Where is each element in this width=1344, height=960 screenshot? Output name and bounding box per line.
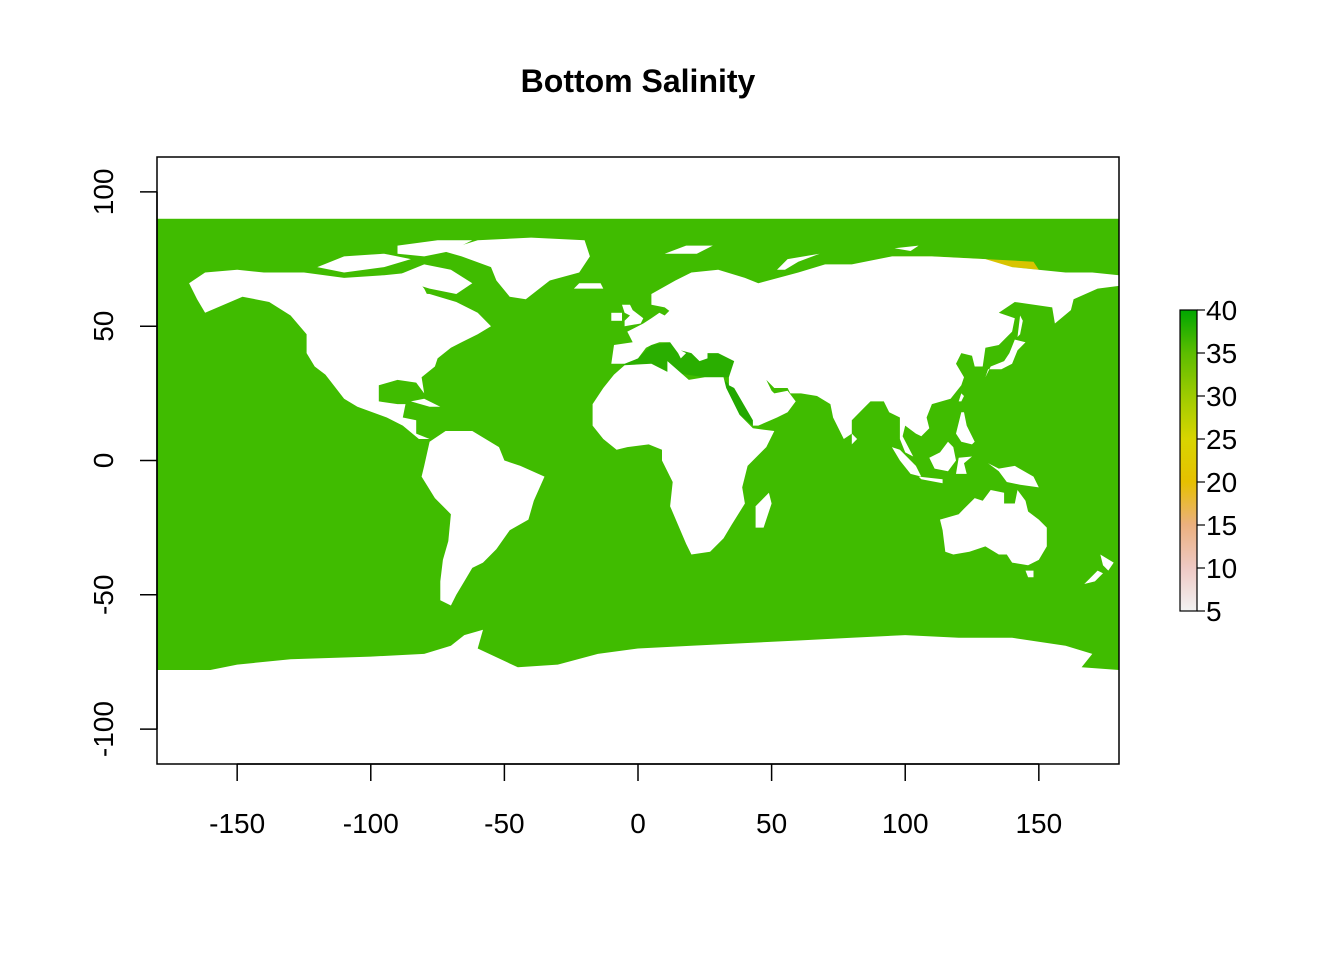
- south-america: [421, 431, 545, 606]
- color-legend: 5 10 15 20 25 30 35 40: [1179, 295, 1237, 627]
- x-tick-label: -50: [484, 808, 524, 839]
- x-axis: -150 -100 -50 0 50 100 150: [209, 763, 1062, 839]
- legend-ticks: 5 10 15 20 25 30 35 40: [1197, 295, 1237, 627]
- tasmania: [1025, 570, 1034, 578]
- sulawesi: [956, 456, 972, 474]
- baffin-island: [397, 264, 473, 294]
- eurasia: [611, 256, 1119, 457]
- legend-colorbar: [1179, 309, 1198, 612]
- x-tick-label: 150: [1015, 808, 1062, 839]
- red-sea: [723, 379, 753, 426]
- sri-lanka: [851, 433, 858, 445]
- new-zealand-south: [1084, 570, 1103, 584]
- legend-tick-label: 10: [1206, 553, 1237, 584]
- philippines: [956, 412, 975, 445]
- y-tick-label: 100: [88, 169, 119, 216]
- chart-title: Bottom Salinity: [521, 63, 756, 99]
- north-america: [189, 269, 491, 439]
- svalbard: [664, 245, 713, 254]
- new-guinea: [988, 463, 1039, 488]
- antarctica: [157, 629, 1119, 703]
- x-tick-label: 0: [630, 808, 646, 839]
- ireland: [611, 312, 622, 321]
- legend-tick-label: 20: [1206, 467, 1237, 498]
- canadian-archipelago-1: [317, 253, 411, 273]
- y-tick-label: -50: [88, 575, 119, 615]
- y-tick-label: 0: [88, 453, 119, 469]
- africa: [592, 361, 775, 555]
- x-tick-label: 50: [756, 808, 787, 839]
- borneo: [929, 441, 956, 472]
- legend-tick-label: 35: [1206, 338, 1237, 369]
- japan: [985, 339, 1026, 378]
- legend-tick-label: 15: [1206, 510, 1237, 541]
- canadian-archipelago-2: [397, 240, 473, 257]
- legend-tick-label: 25: [1206, 424, 1237, 455]
- new-zealand-north: [1100, 554, 1114, 571]
- mediterranean-sea: [622, 342, 735, 378]
- legend-tick-label: 5: [1206, 596, 1222, 627]
- madagascar: [755, 492, 772, 528]
- x-tick-label: -100: [343, 808, 399, 839]
- sakhalin: [1017, 315, 1023, 337]
- y-tick-label: 50: [88, 311, 119, 342]
- y-axis: -100 -50 0 50 100: [88, 169, 158, 757]
- legend-tick-label: 30: [1206, 381, 1237, 412]
- java: [918, 476, 943, 484]
- iceland: [573, 283, 604, 289]
- x-tick-label: 100: [882, 808, 929, 839]
- legend-tick-label: 40: [1206, 295, 1237, 326]
- x-tick-label: -150: [209, 808, 265, 839]
- sumatra: [891, 447, 922, 477]
- severnaya-zemlya: [894, 245, 919, 251]
- y-tick-label: -100: [88, 701, 119, 757]
- novaya-zemlya: [777, 253, 820, 270]
- salinity-raster: [157, 218, 1119, 703]
- australia: [940, 490, 1047, 566]
- cuba: [410, 398, 441, 407]
- great-britain: [622, 304, 644, 327]
- greenland: [442, 237, 590, 300]
- taiwan: [958, 393, 964, 402]
